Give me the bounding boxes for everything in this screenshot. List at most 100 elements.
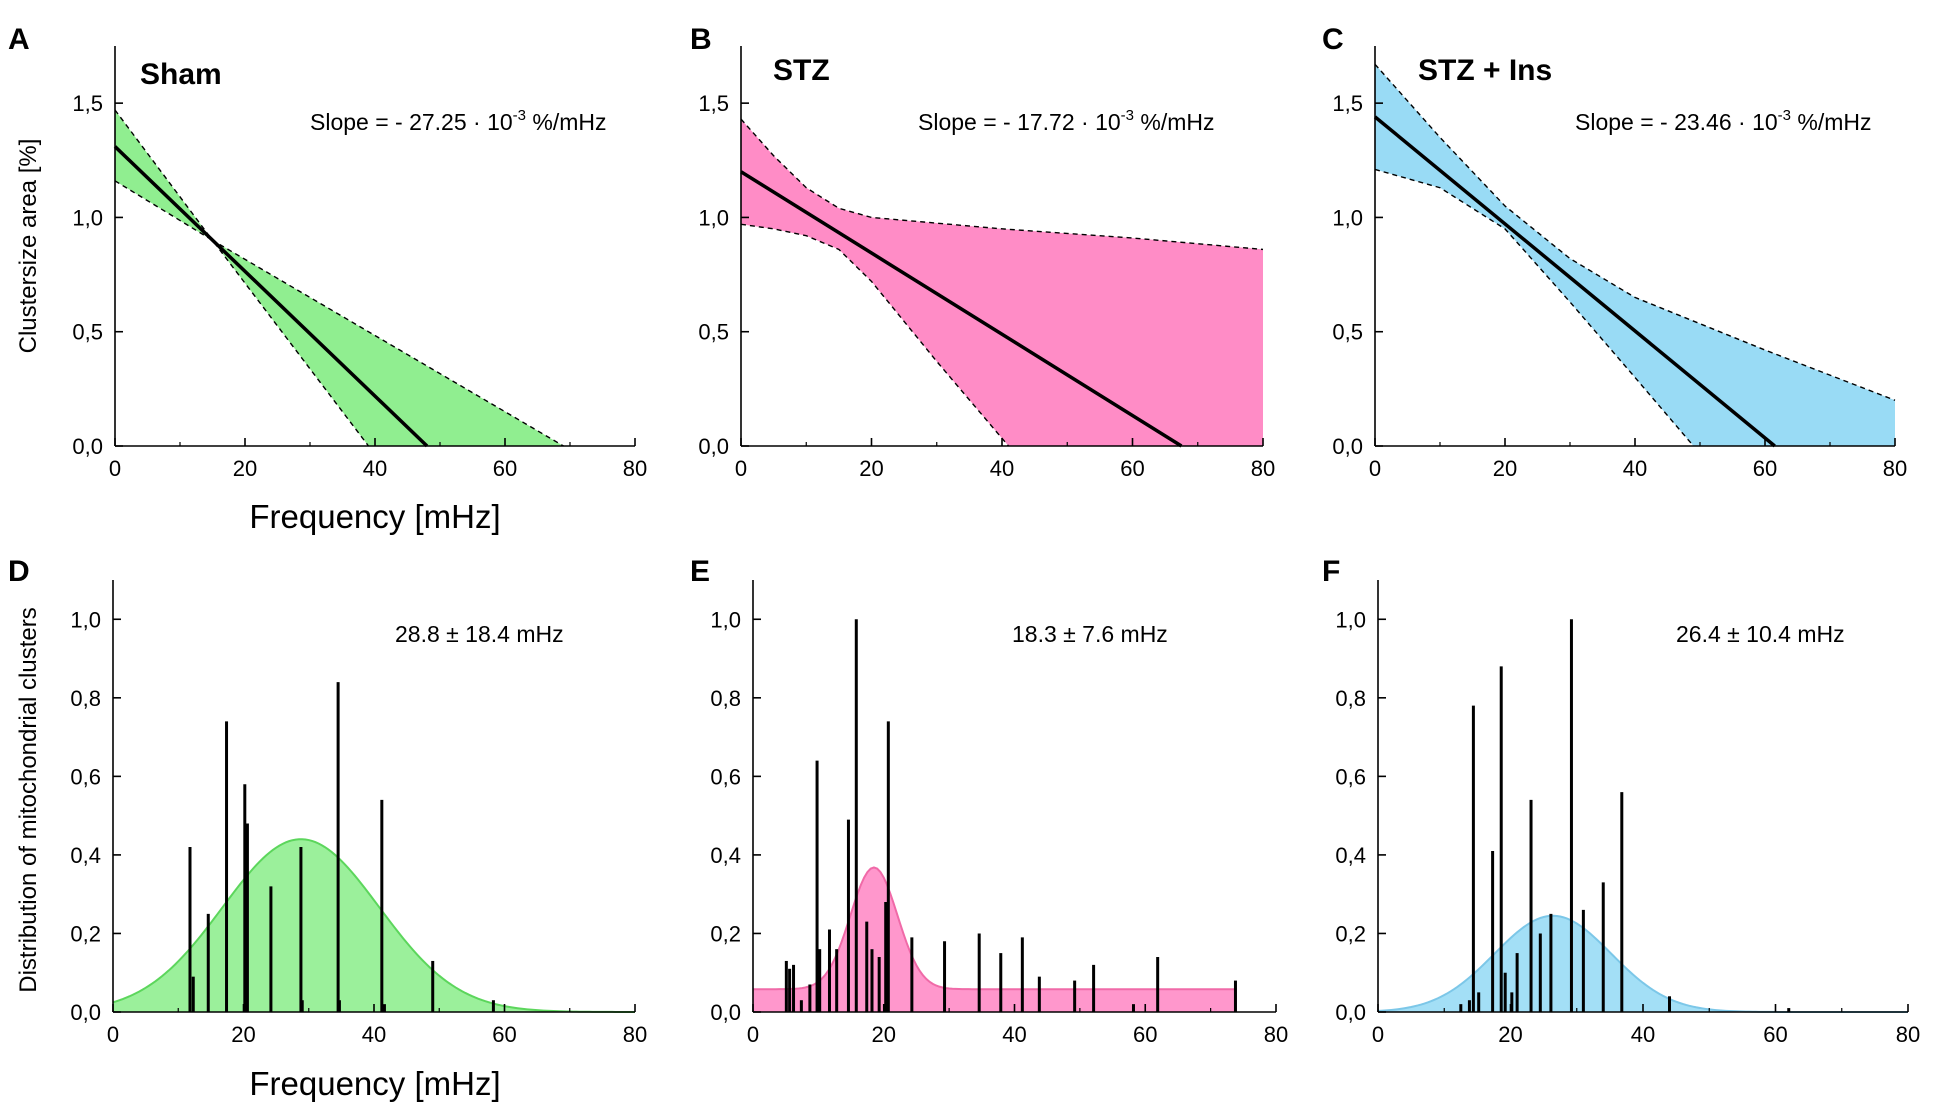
annotation-main: Slope = - 17.72 · 10 [918,109,1121,135]
ci-lower-line [740,223,1010,447]
x-tick-label: 0 [1372,1022,1384,1047]
annotation-exponent: -3 [1778,107,1791,124]
annotation: 26.4 ± 10.4 mHz [1676,621,1845,647]
regression-line [113,145,429,448]
x-tick-label: 0 [735,456,747,481]
annotation: 18.3 ± 7.6 mHz [1012,621,1168,647]
x-tick-label: 20 [872,1022,896,1047]
x-tick-label: 20 [231,1022,255,1047]
annotation-exponent: -3 [1121,107,1134,124]
panel-title: Sham [140,58,222,91]
x-tick-label: 0 [107,1022,119,1047]
y-axis-title: Clustersize area [%] [15,139,42,354]
y-tick-label: 1,0 [698,205,729,230]
y-tick-label: 0,0 [1335,1000,1366,1025]
confidence-band [1375,64,1895,447]
ci-upper-line [740,118,1264,251]
confidence-band [741,119,1263,447]
annotation-unit: %/mHz [1791,109,1872,135]
x-axis-title: Frequency [mHz] [249,1065,500,1102]
panel-a: 0 20 40 60 80 0,0 0,5 1,0 1,5 Sham Slope = - 27.25… [15,46,647,535]
x-tick-label: 20 [859,456,883,481]
y-tick-label: 0,0 [70,1000,101,1025]
panel-title: STZ [773,54,830,87]
y-tick-label: 0,6 [710,764,741,789]
gaussian-curve [752,866,1237,991]
x-tick-label: 20 [233,456,257,481]
y-axis-title: Distribution of mitochondrial clusters [15,607,42,993]
x-tick-label: 80 [623,1022,647,1047]
panel-letter: D [8,555,30,588]
ci-lower-line [114,180,370,447]
annotation: Slope = - 17.72 · 10-3 %/mHz [918,107,1215,135]
y-tick-label: 0,4 [1335,843,1366,868]
panel-b: 0 20 40 60 80 0,0 0,5 1,0 1,5 STZ Slope = - 17.72 … [698,46,1275,481]
gaussian-curve [112,838,636,1013]
y-tick-label: 0,0 [72,434,103,459]
confidence-band [115,110,564,446]
x-tick-label: 80 [623,456,647,481]
panel-letter: B [690,23,712,56]
y-tick-label: 0,0 [1332,434,1363,459]
panel-e: 0 20 40 60 80 0,0 0,2 0,4 0,6 0,8 1,0 18.3 ± 7.6 mH… [710,580,1288,1047]
regression-line [1373,115,1776,448]
x-tick-label: 40 [363,456,387,481]
y-tick-label: 0,8 [70,686,101,711]
panel-c: 0 20 40 60 80 0,0 0,5 1,0 1,5 STZ + Ins Slope = - … [1332,46,1907,481]
x-axis-title: Frequency [mHz] [249,498,500,535]
y-tick-label: 0,0 [698,434,729,459]
annotation-main: 28.8 ± 18.4 mHz [395,621,564,647]
y-tick-label: 1,0 [72,205,103,230]
panel-title: STZ + Ins [1418,54,1552,87]
gaussian-fill [1378,915,1908,1012]
y-tick-label: 0,2 [70,921,101,946]
y-tick-label: 1,0 [1335,607,1366,632]
y-tick-label: 1,0 [1332,205,1363,230]
x-tick-label: 20 [1493,456,1517,481]
y-tick-label: 1,5 [72,91,103,116]
annotation-unit: %/mHz [526,109,607,135]
x-tick-label: 80 [1264,1022,1288,1047]
x-tick-label: 60 [493,456,517,481]
x-tick-label: 0 [1369,456,1381,481]
x-tick-label: 60 [1133,1022,1157,1047]
y-tick-label: 0,5 [72,320,103,345]
x-tick-label: 0 [109,456,121,481]
x-tick-label: 40 [362,1022,386,1047]
panel-d: 0 20 40 60 80 0,0 0,2 0,4 0,6 0,8 1,0 28.8 ± 18.4 m… [15,580,647,1102]
y-tick-label: 0,5 [1332,320,1363,345]
y-tick-label: 0,5 [698,320,729,345]
annotation-main: Slope = - 27.25 · 10 [310,109,513,135]
x-tick-label: 60 [1763,1022,1787,1047]
panel-letter: E [690,555,710,588]
y-tick-label: 0,2 [1335,921,1366,946]
x-tick-label: 80 [1251,456,1275,481]
panel-letter: A [8,23,30,56]
annotation-main: 26.4 ± 10.4 mHz [1676,621,1845,647]
y-tick-label: 1,5 [698,91,729,116]
gaussian-fill [753,867,1237,1012]
x-tick-label: 60 [1120,456,1144,481]
y-tick-label: 0,4 [710,843,741,868]
panel-letter: F [1322,555,1340,588]
x-tick-label: 60 [1753,456,1777,481]
regression-line [740,170,1183,448]
annotation: 28.8 ± 18.4 mHz [395,621,564,647]
x-tick-label: 20 [1498,1022,1522,1047]
x-tick-label: 80 [1896,1022,1920,1047]
x-tick-label: 80 [1883,456,1907,481]
y-tick-label: 0,8 [1335,686,1366,711]
y-tick-label: 0,6 [1335,764,1366,789]
x-tick-label: 40 [1623,456,1647,481]
panel-f: 0 20 40 60 80 0,0 0,2 0,4 0,6 0,8 1,0 26.4 ± 10.4 m… [1335,580,1920,1047]
x-tick-label: 40 [1002,1022,1026,1047]
y-tick-label: 1,0 [70,607,101,632]
y-tick-label: 0,2 [710,921,741,946]
annotation-exponent: -3 [513,107,526,124]
ci-lower-line [1374,168,1695,447]
y-tick-label: 0,6 [70,764,101,789]
x-tick-label: 40 [990,456,1014,481]
x-tick-label: 0 [747,1022,759,1047]
annotation-unit: %/mHz [1134,109,1215,135]
